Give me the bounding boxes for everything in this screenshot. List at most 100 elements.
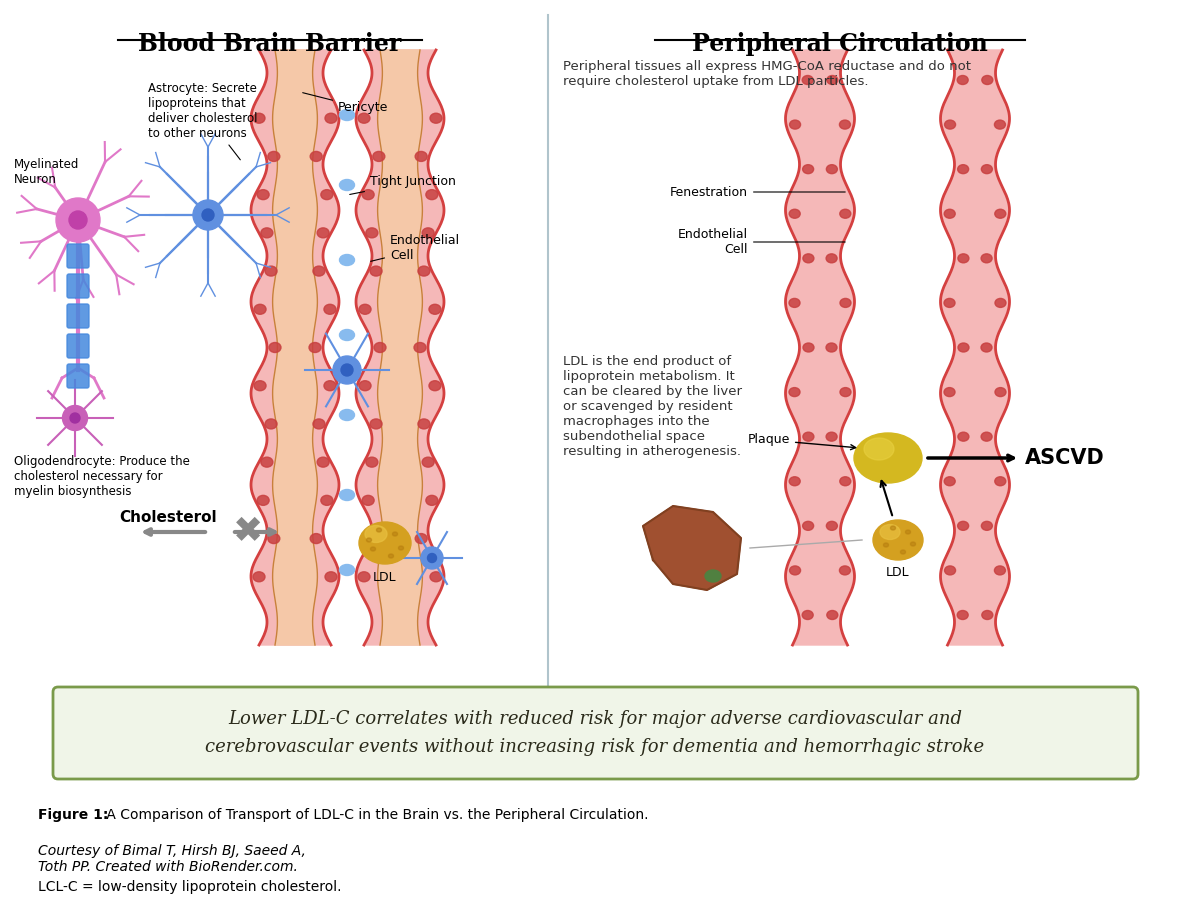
Text: LDL is the end product of
lipoprotein metabolism. It
can be cleared by the liver: LDL is the end product of lipoprotein me… xyxy=(563,355,742,458)
Ellipse shape xyxy=(62,405,88,431)
Ellipse shape xyxy=(944,566,955,575)
Ellipse shape xyxy=(265,419,277,429)
Ellipse shape xyxy=(428,381,440,391)
Ellipse shape xyxy=(362,496,374,506)
Ellipse shape xyxy=(340,565,354,576)
Ellipse shape xyxy=(790,387,800,396)
Text: Endothelial
Cell: Endothelial Cell xyxy=(678,228,845,256)
Ellipse shape xyxy=(422,228,434,238)
Ellipse shape xyxy=(334,356,361,384)
Text: Figure 1:: Figure 1: xyxy=(38,808,108,822)
Text: ASCVD: ASCVD xyxy=(1025,448,1105,468)
Polygon shape xyxy=(378,50,422,645)
FancyBboxPatch shape xyxy=(53,687,1138,779)
Ellipse shape xyxy=(366,538,372,542)
FancyBboxPatch shape xyxy=(67,334,89,358)
Ellipse shape xyxy=(883,543,888,547)
Ellipse shape xyxy=(421,547,443,569)
Text: Endothelial
Cell: Endothelial Cell xyxy=(371,234,460,262)
Ellipse shape xyxy=(257,189,269,200)
Text: LDL: LDL xyxy=(373,571,397,584)
Ellipse shape xyxy=(253,113,265,123)
Ellipse shape xyxy=(982,76,992,85)
FancyBboxPatch shape xyxy=(67,274,89,298)
Ellipse shape xyxy=(418,266,430,276)
Polygon shape xyxy=(272,50,317,645)
Ellipse shape xyxy=(995,120,1006,129)
Ellipse shape xyxy=(827,610,838,619)
Ellipse shape xyxy=(995,387,1006,396)
Ellipse shape xyxy=(426,496,438,506)
Text: Oligodendrocyte: Produce the
cholesterol necessary for
myelin biosynthesis: Oligodendrocyte: Produce the cholesterol… xyxy=(14,455,190,498)
Ellipse shape xyxy=(268,534,280,544)
Ellipse shape xyxy=(790,476,800,486)
Ellipse shape xyxy=(958,165,968,174)
Ellipse shape xyxy=(906,530,911,534)
Ellipse shape xyxy=(982,610,992,619)
Ellipse shape xyxy=(803,254,814,263)
Ellipse shape xyxy=(944,120,955,129)
Ellipse shape xyxy=(826,254,838,263)
Text: Pericyte: Pericyte xyxy=(302,93,389,115)
FancyBboxPatch shape xyxy=(67,244,89,268)
Text: LCL-C = low-density lipoprotein cholesterol.: LCL-C = low-density lipoprotein choleste… xyxy=(38,880,342,894)
Ellipse shape xyxy=(324,381,336,391)
Ellipse shape xyxy=(359,381,371,391)
Ellipse shape xyxy=(253,572,265,582)
Ellipse shape xyxy=(803,521,814,530)
Ellipse shape xyxy=(982,521,992,530)
Polygon shape xyxy=(356,50,444,645)
Text: Myelinated
Neuron: Myelinated Neuron xyxy=(14,158,79,186)
Ellipse shape xyxy=(995,476,1006,486)
Ellipse shape xyxy=(864,438,894,460)
Ellipse shape xyxy=(958,343,970,352)
Ellipse shape xyxy=(995,299,1006,307)
Ellipse shape xyxy=(340,330,354,341)
Ellipse shape xyxy=(418,419,430,429)
Ellipse shape xyxy=(890,526,895,530)
Ellipse shape xyxy=(265,266,277,276)
Ellipse shape xyxy=(790,566,800,575)
Ellipse shape xyxy=(193,200,223,230)
Text: Fenestration: Fenestration xyxy=(670,186,845,199)
Ellipse shape xyxy=(340,109,354,120)
Text: Peripheral tissues all express HMG-CoA reductase and do not
require cholesterol : Peripheral tissues all express HMG-CoA r… xyxy=(563,60,971,88)
Ellipse shape xyxy=(340,179,354,190)
Ellipse shape xyxy=(359,522,410,564)
Ellipse shape xyxy=(422,457,434,467)
Ellipse shape xyxy=(317,457,329,467)
Ellipse shape xyxy=(358,572,370,582)
Ellipse shape xyxy=(428,304,440,314)
Ellipse shape xyxy=(359,304,371,314)
Ellipse shape xyxy=(944,476,955,486)
Ellipse shape xyxy=(911,542,916,546)
Ellipse shape xyxy=(254,381,266,391)
Ellipse shape xyxy=(320,496,332,506)
Ellipse shape xyxy=(982,432,992,441)
Ellipse shape xyxy=(56,198,100,242)
Ellipse shape xyxy=(325,572,337,582)
Ellipse shape xyxy=(958,521,968,530)
Ellipse shape xyxy=(826,343,838,352)
Ellipse shape xyxy=(202,209,214,221)
Ellipse shape xyxy=(944,210,955,219)
Text: Blood Brain Barrier: Blood Brain Barrier xyxy=(138,32,402,56)
Ellipse shape xyxy=(366,228,378,238)
Ellipse shape xyxy=(325,113,337,123)
Ellipse shape xyxy=(324,304,336,314)
Ellipse shape xyxy=(802,610,814,619)
Text: Peripheral Circulation: Peripheral Circulation xyxy=(692,32,988,56)
Ellipse shape xyxy=(257,496,269,506)
Ellipse shape xyxy=(706,570,721,582)
Ellipse shape xyxy=(826,432,838,441)
Text: Cholesterol: Cholesterol xyxy=(119,510,217,525)
Text: Lower LDL-C correlates with reduced risk for major adverse cardiovascular and
ce: Lower LDL-C correlates with reduced risk… xyxy=(205,711,984,755)
Ellipse shape xyxy=(398,546,403,550)
Ellipse shape xyxy=(958,254,968,263)
Ellipse shape xyxy=(370,266,382,276)
Ellipse shape xyxy=(854,433,922,483)
Ellipse shape xyxy=(371,547,376,551)
Ellipse shape xyxy=(430,572,442,582)
Ellipse shape xyxy=(958,432,968,441)
Ellipse shape xyxy=(982,165,992,174)
